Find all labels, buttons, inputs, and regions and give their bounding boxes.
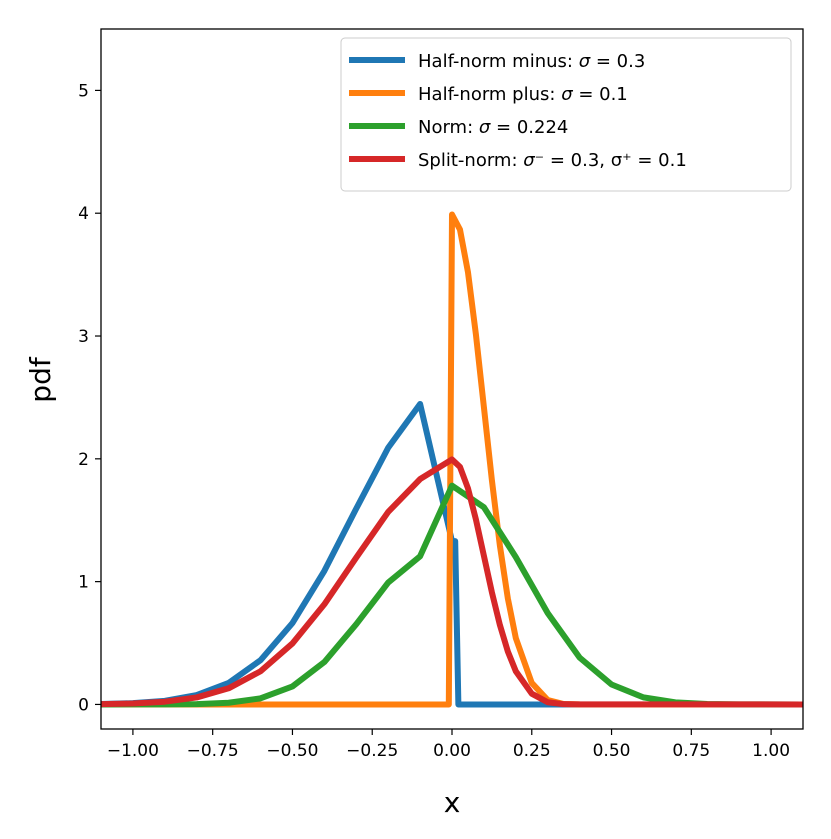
legend-label-2: Half-norm plus: σ = 0.1 <box>418 84 628 105</box>
y-tick-label: 2 <box>78 450 89 470</box>
x-tick-label: 0.50 <box>593 741 631 761</box>
legend-label-3: Norm: σ = 0.224 <box>418 117 568 138</box>
x-axis-title: x <box>444 786 461 819</box>
y-tick-label: 5 <box>78 81 89 101</box>
y-axis-title: pdf <box>24 356 57 403</box>
x-tick-label: −0.25 <box>346 741 398 761</box>
y-tick-label: 1 <box>78 573 89 593</box>
legend-label-4: Split-norm: σ⁻ = 0.3, σ⁺ = 0.1 <box>418 150 687 171</box>
x-tick-label: −1.00 <box>107 741 159 761</box>
x-tick-label: −0.50 <box>266 741 318 761</box>
series-line-4 <box>101 456 803 708</box>
y-tick-label: 0 <box>78 695 89 715</box>
x-tick-label: 1.00 <box>752 741 790 761</box>
x-tick-label: 0.75 <box>672 741 710 761</box>
series-line-3 <box>101 482 803 708</box>
y-tick-label: 4 <box>78 204 89 224</box>
y-axis-ticks: 0 1 2 3 4 5 <box>78 81 101 715</box>
x-tick-label: 0.00 <box>433 741 471 761</box>
y-tick-label: 3 <box>78 327 89 347</box>
x-axis-ticks: −1.00 −0.75 −0.50 −0.25 0.00 0.25 0.50 0.75 1.00 <box>107 729 790 761</box>
x-tick-label: 0.25 <box>513 741 551 761</box>
plot-area <box>101 211 803 708</box>
legend: Half-norm minus: σ = 0.3 Half-norm plus: … <box>340 37 792 192</box>
axes-frame <box>100 28 804 730</box>
x-tick-label: −0.75 <box>187 741 239 761</box>
legend-label-1: Half-norm minus: σ = 0.3 <box>418 51 645 72</box>
legend-box <box>340 37 792 192</box>
